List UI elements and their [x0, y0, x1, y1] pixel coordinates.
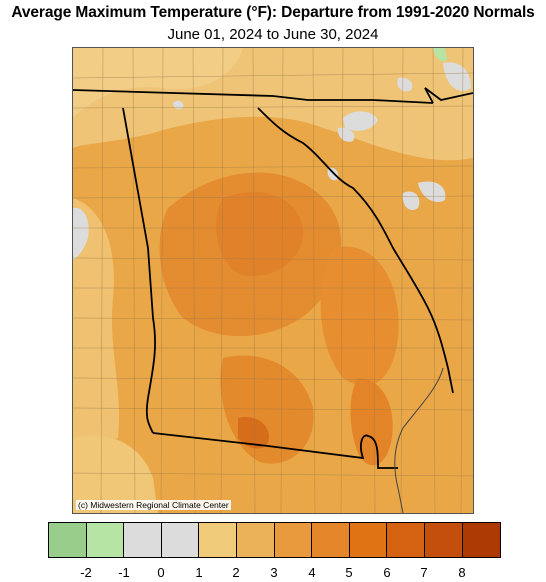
zone-light-southwest — [73, 435, 158, 513]
legend-swatch — [387, 523, 425, 557]
boundary-florida-ga — [152, 432, 398, 469]
legend-tick-label: 0 — [157, 565, 165, 580]
legend-tick-label: 5 — [345, 565, 353, 580]
legend-swatch — [312, 523, 350, 557]
legend-swatch — [124, 523, 162, 557]
zone-near-normal-ne-2 — [337, 127, 355, 142]
legend-swatch — [274, 523, 313, 557]
legend-tick-label: 7 — [420, 565, 428, 580]
legend-swatch — [49, 523, 87, 557]
boundary-ga-sc — [257, 107, 454, 394]
legend-tick-label: -2 — [80, 565, 92, 580]
zone-near-normal-w-1 — [73, 207, 89, 260]
zone-lighter-nw — [73, 48, 243, 118]
zone-near-normal-ne-4 — [443, 62, 471, 91]
legend-tick-label: 6 — [383, 565, 391, 580]
legend-tick-label: 2 — [232, 565, 240, 580]
color-legend — [48, 522, 502, 558]
zone-near-normal-ne-3 — [397, 77, 413, 92]
boundary-nc-ga — [308, 99, 434, 104]
zone-near-normal-nw — [173, 100, 184, 110]
legend-tick-label: 4 — [308, 565, 316, 580]
county-boundaries — [73, 48, 473, 513]
legend-tick-label: -1 — [118, 565, 130, 580]
temperature-departure-map: (c) Midwestern Regional Climate Center — [72, 47, 474, 514]
coastline — [394, 367, 444, 513]
legend-tick-label: 1 — [195, 565, 203, 580]
map-credit: (c) Midwestern Regional Climate Center — [76, 500, 231, 510]
zone-darker-east — [320, 246, 399, 386]
legend-swatch — [199, 523, 237, 557]
map-canvas — [73, 48, 473, 513]
map-title: Average Maximum Temperature (°F): Depart… — [11, 4, 535, 21]
boundary-nc-sc — [424, 87, 473, 104]
zone-near-normal-ne-1 — [343, 111, 378, 131]
legend-tick-label: 8 — [458, 565, 466, 580]
boundary-alabama-ga — [122, 107, 156, 434]
legend-tick-label: 3 — [270, 565, 278, 580]
legend-swatch — [236, 523, 275, 557]
legend-swatch — [424, 523, 463, 557]
state-boundaries — [73, 87, 473, 469]
zone-below-normal-ne — [433, 48, 447, 62]
boundary-tennessee-north — [73, 89, 309, 101]
legend-swatch — [86, 523, 125, 557]
legend-swatch — [161, 523, 200, 557]
legend-swatch — [462, 523, 501, 557]
zone-darker-center-core — [216, 192, 304, 277]
zone-near-normal-e-2 — [418, 181, 446, 203]
map-subtitle: June 01, 2024 to June 30, 2024 — [167, 26, 379, 43]
zone-darkest-southeast — [238, 417, 269, 449]
departure-zones — [73, 48, 473, 513]
legend-swatch — [349, 523, 388, 557]
zone-lighter-west — [73, 198, 120, 448]
